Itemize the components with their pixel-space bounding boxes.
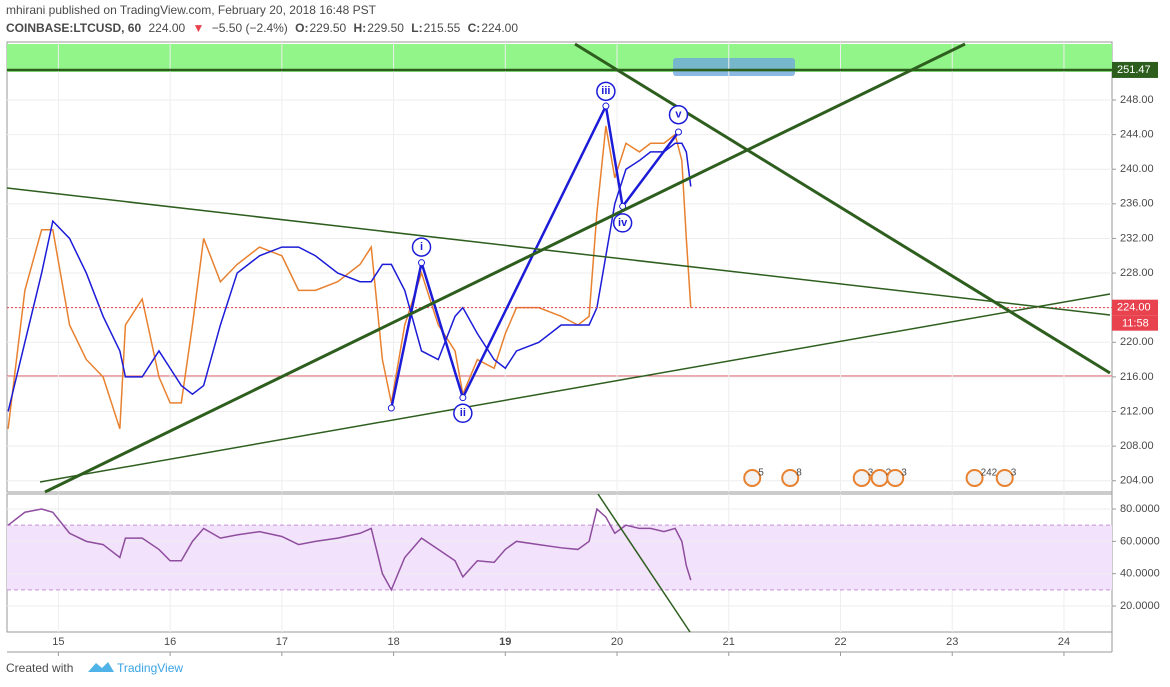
y-tick-label: 216.00 xyxy=(1120,371,1154,383)
wave-label-circle xyxy=(596,81,616,102)
x-tick-label: 22 xyxy=(834,636,846,648)
y-tick-label: 248.00 xyxy=(1120,94,1154,106)
event-label: 3 xyxy=(901,468,907,479)
wave-point xyxy=(602,102,610,110)
x-tick-label: 23 xyxy=(946,636,958,648)
trend-line xyxy=(6,187,1111,316)
event-label: 5 xyxy=(758,468,764,479)
event-label: 3 xyxy=(1011,468,1017,479)
measure-box xyxy=(673,58,795,76)
x-tick-label: 19 xyxy=(499,636,511,648)
x-tick-label: 24 xyxy=(1058,636,1070,648)
arrow: ▼ xyxy=(193,21,205,35)
wave-label: iii xyxy=(601,85,610,97)
c-label: C: xyxy=(468,21,481,35)
x-tick-label: 20 xyxy=(611,636,623,648)
countdown-tag xyxy=(1112,315,1158,331)
y-tick-label: 240.00 xyxy=(1120,163,1154,175)
price-tag xyxy=(1112,299,1158,316)
event-icon xyxy=(852,469,871,487)
last: 224.00 xyxy=(148,21,185,35)
price-tag xyxy=(1112,61,1158,78)
x-tick-label: 17 xyxy=(276,636,288,648)
y-tick-label: 60.0000 xyxy=(1120,535,1160,547)
wave-label: v xyxy=(675,109,682,121)
wave-path xyxy=(390,101,680,409)
event-label: 8 xyxy=(796,468,802,479)
change: −5.50 (−2.4%) xyxy=(212,21,288,35)
y-tick-label: 204.00 xyxy=(1120,475,1154,487)
target-zone xyxy=(7,44,1112,72)
c: 224.00 xyxy=(481,21,518,35)
y-tick-label: 232.00 xyxy=(1120,232,1154,244)
x-tick-label: 15 xyxy=(52,636,64,648)
wave-label-circle xyxy=(612,213,633,233)
series-line xyxy=(7,142,692,412)
ohlc-line: COINBASE:LTCUSD, 60 224.00 ▼ −5.50 (−2.4… xyxy=(6,21,518,35)
wave-point xyxy=(674,128,682,136)
wave-label-circle xyxy=(411,237,432,257)
wave-label: iv xyxy=(618,217,628,229)
logo xyxy=(88,662,114,672)
wave-label-circle xyxy=(453,403,473,423)
trend-line xyxy=(44,42,966,494)
rsi-band xyxy=(7,525,1112,590)
trend-line xyxy=(574,42,1111,375)
trend-line xyxy=(597,493,691,633)
wave-point xyxy=(459,394,467,402)
y-tick-label: 212.00 xyxy=(1120,405,1154,417)
trend-line xyxy=(39,293,1111,483)
x-tick-label: 16 xyxy=(164,636,176,648)
price-layer xyxy=(7,42,1112,632)
y-tick-label: 236.00 xyxy=(1120,198,1154,210)
x-tick-label: 18 xyxy=(387,636,399,648)
price-tag-label: 224.00 xyxy=(1117,302,1151,314)
event-icon xyxy=(886,469,905,487)
event-icon xyxy=(995,469,1014,487)
publisher: mhirani published on TradingView.com, Fe… xyxy=(6,3,377,17)
brand: TradingView xyxy=(117,661,183,675)
event-label: 242 xyxy=(981,468,998,479)
event-icon xyxy=(781,469,800,487)
price-frame xyxy=(6,41,1113,493)
wave-label: ii xyxy=(460,407,466,419)
o-label: O: xyxy=(295,21,308,35)
wave-point xyxy=(387,404,395,412)
y-tick-label: 228.00 xyxy=(1120,267,1154,279)
countdown: 11:58 xyxy=(1122,318,1149,330)
o: 229.50 xyxy=(310,21,347,35)
y-tick-label: 220.00 xyxy=(1120,336,1154,348)
created-with: Created with xyxy=(6,661,73,675)
l-label: L: xyxy=(411,21,422,35)
h: 229.50 xyxy=(367,21,404,35)
event-label: 3 xyxy=(868,468,874,479)
series-line xyxy=(7,507,692,592)
wave-label-circle xyxy=(668,104,689,125)
l: 215.55 xyxy=(424,21,461,35)
event-icon xyxy=(965,469,984,487)
series-line xyxy=(7,125,692,430)
wave-label: i xyxy=(420,241,423,253)
y-tick-label: 40.0000 xyxy=(1120,568,1160,580)
price-tag-label: 251.47 xyxy=(1117,64,1151,76)
h-label: H: xyxy=(354,21,367,35)
x-tick-label: 21 xyxy=(723,636,735,648)
wave-point xyxy=(418,259,426,267)
event-icon xyxy=(743,469,762,487)
y-tick-label: 208.00 xyxy=(1120,440,1154,452)
trend-lines xyxy=(6,42,1111,633)
y-tick-label: 80.0000 xyxy=(1120,503,1160,515)
y-tick-label: 20.0000 xyxy=(1120,600,1160,612)
y-tick-label: 244.00 xyxy=(1120,129,1154,141)
symbol: COINBASE:LTCUSD, 60 xyxy=(6,21,141,35)
